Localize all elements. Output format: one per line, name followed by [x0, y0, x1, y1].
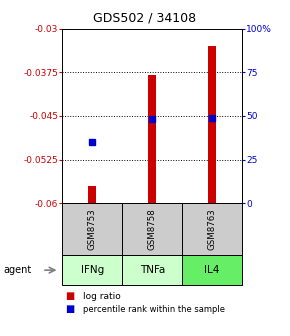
- Text: IFNg: IFNg: [81, 265, 104, 275]
- Text: percentile rank within the sample: percentile rank within the sample: [83, 305, 225, 313]
- Text: GSM8763: GSM8763: [208, 208, 217, 250]
- Text: ■: ■: [65, 304, 75, 314]
- Text: log ratio: log ratio: [83, 292, 120, 301]
- Bar: [88, 186, 96, 203]
- Bar: [148, 75, 156, 203]
- Text: IL4: IL4: [204, 265, 220, 275]
- Text: ■: ■: [65, 291, 75, 301]
- Text: TNFa: TNFa: [139, 265, 165, 275]
- Text: GDS502 / 34108: GDS502 / 34108: [93, 12, 197, 25]
- Text: GSM8758: GSM8758: [148, 208, 157, 250]
- Text: GSM8753: GSM8753: [88, 208, 97, 250]
- Bar: [208, 46, 216, 203]
- Text: agent: agent: [3, 265, 31, 275]
